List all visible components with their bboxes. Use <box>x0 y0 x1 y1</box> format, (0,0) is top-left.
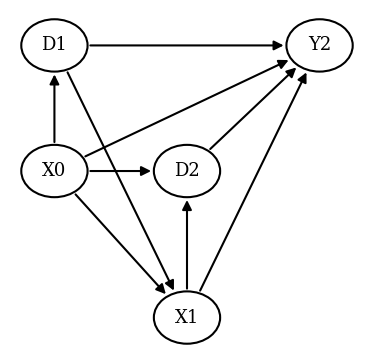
Text: D1: D1 <box>42 36 67 54</box>
Ellipse shape <box>21 145 88 197</box>
Ellipse shape <box>154 145 220 197</box>
Ellipse shape <box>154 291 220 344</box>
Ellipse shape <box>286 19 353 72</box>
Text: D2: D2 <box>174 162 200 180</box>
Ellipse shape <box>21 19 88 72</box>
Text: X1: X1 <box>175 309 199 326</box>
Text: Y2: Y2 <box>308 36 331 54</box>
Text: X0: X0 <box>42 162 67 180</box>
